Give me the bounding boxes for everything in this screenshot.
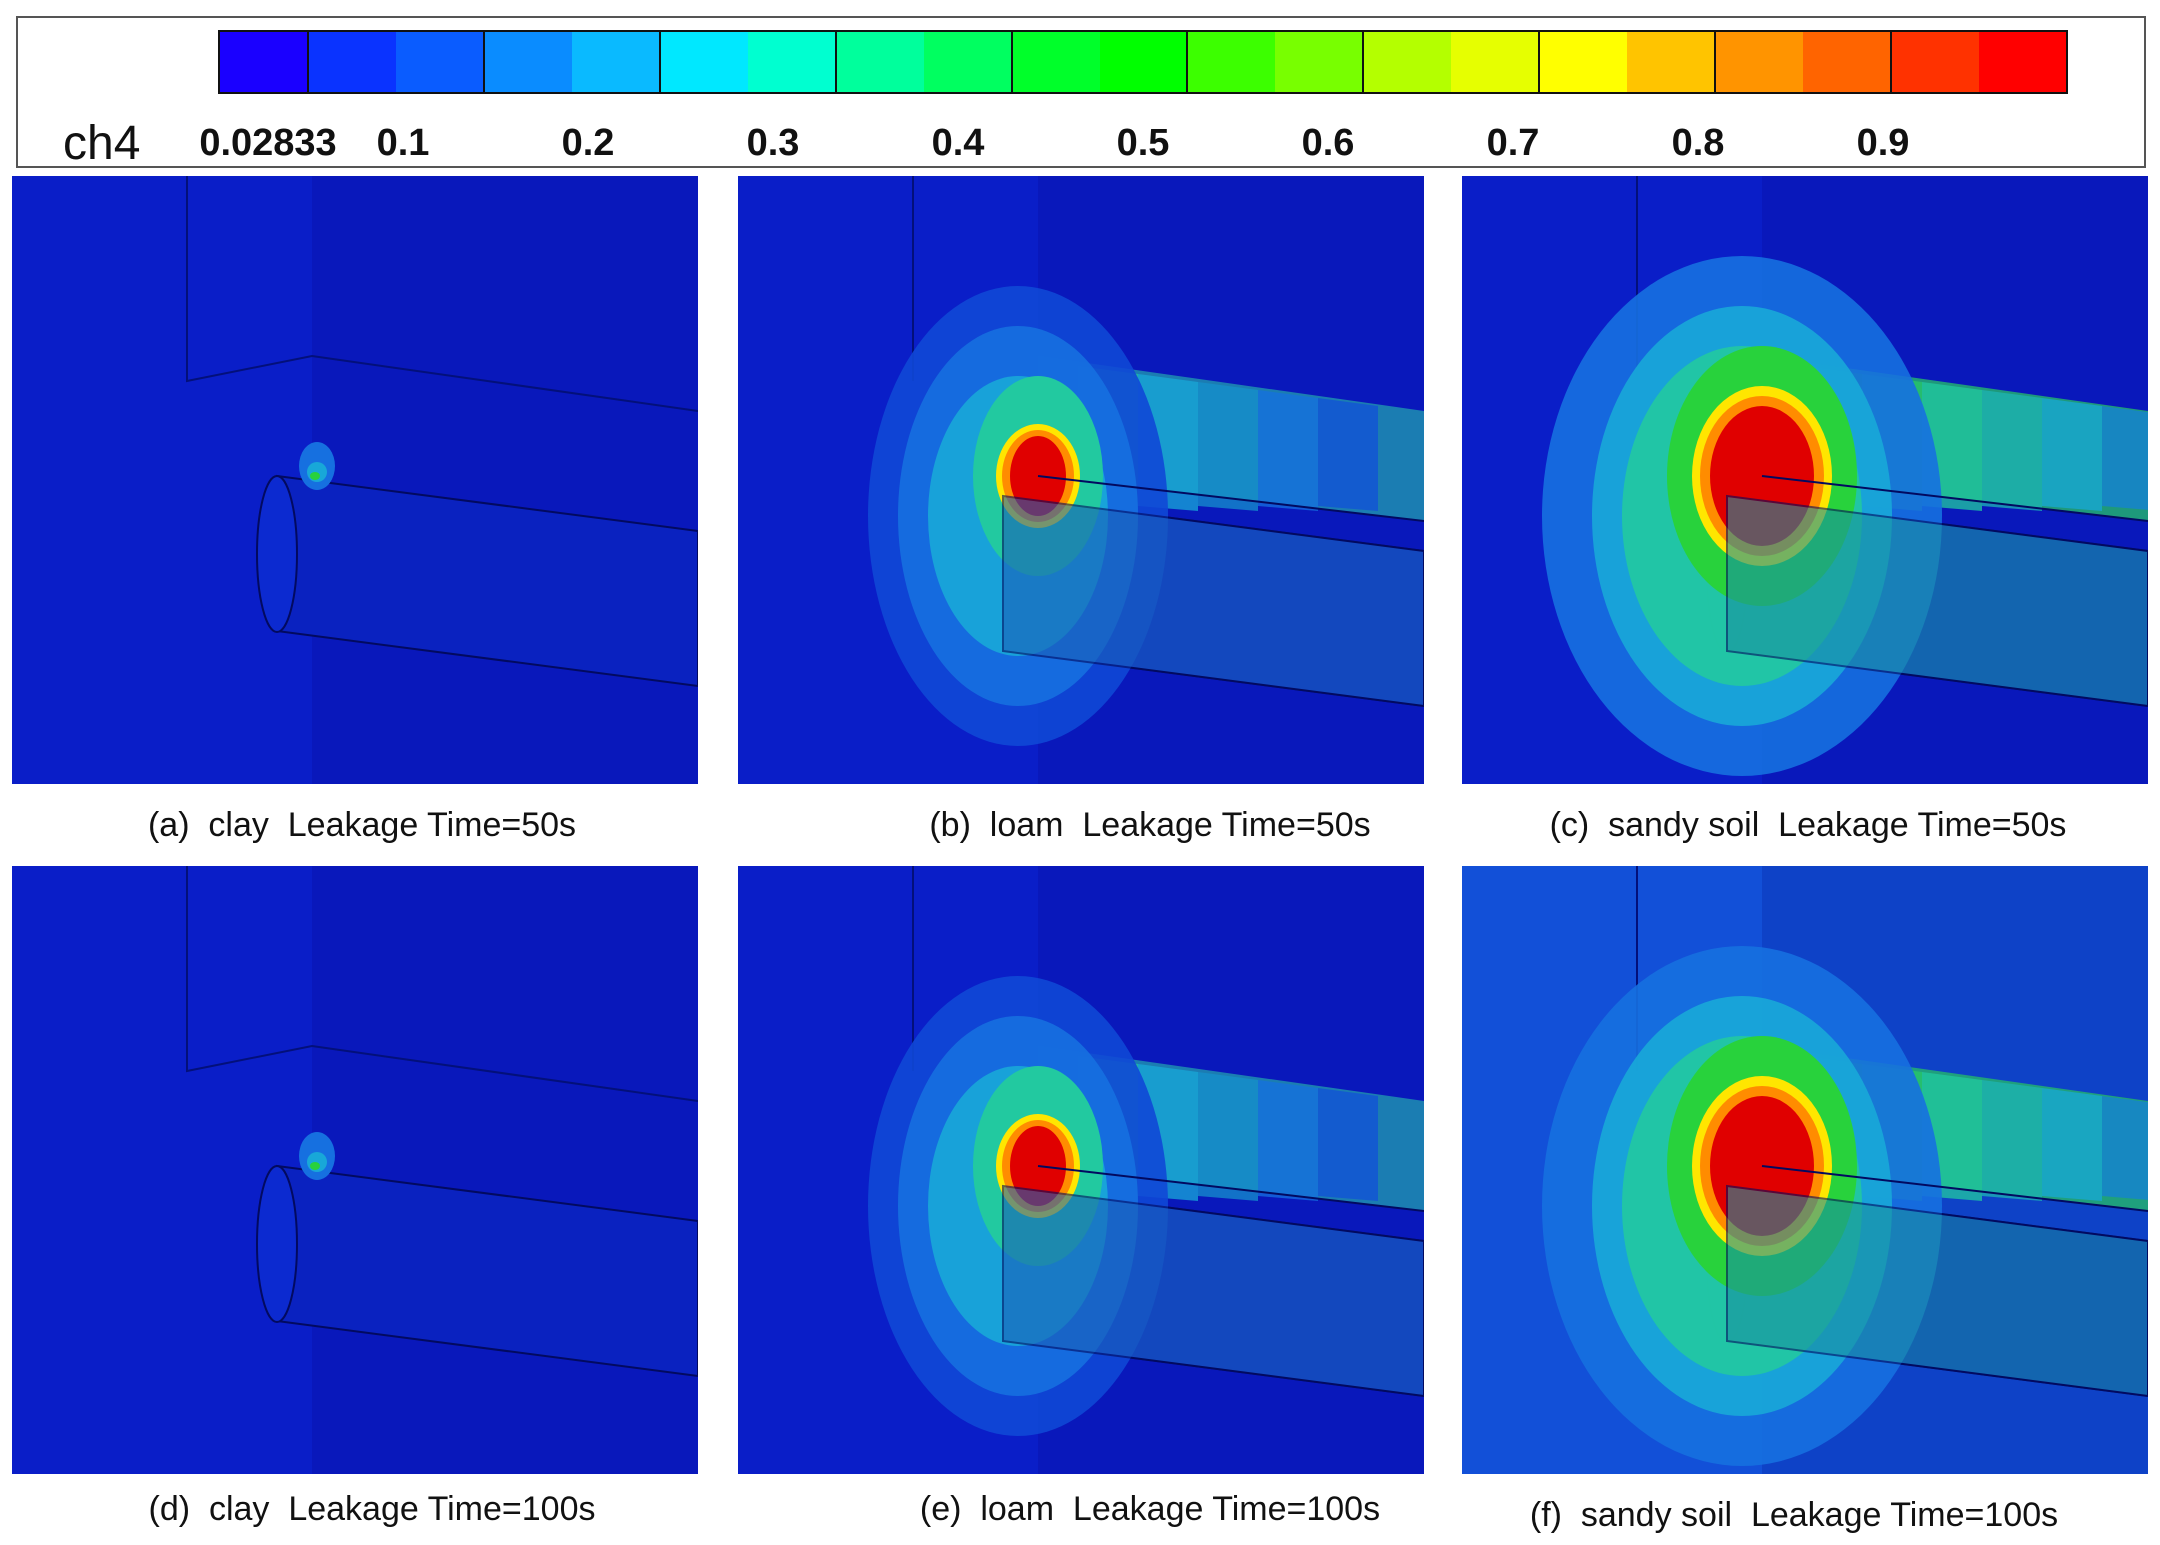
pipe-end [256,475,298,633]
contour-scene [1462,866,2148,1474]
contour-panel-c [1462,176,2148,784]
colorbar-tick-label: 0.5 [1116,122,1170,164]
pipe-top-edge [1037,1165,1424,1212]
contour-band [1258,390,1318,511]
contour-band [2042,1088,2102,1201]
colorbar-band [1979,32,2066,92]
colorbar-legend: ch4 0.02833 0.1 0.2 0.3 0.4 0.5 0.6 0.7 0.8 0.9 [16,16,2146,170]
colorbar-band [395,32,483,92]
plume-core [310,1162,320,1170]
colorbar-band [923,32,1011,92]
colorbar-band [658,32,748,92]
colorbar-tick-label: 0.9 [1856,122,1910,164]
colorbar-tick-label: 0.8 [1671,122,1725,164]
pipe-end [256,1165,298,1323]
colorbar-band [1099,32,1187,92]
legend-variable-label: ch4 [63,117,141,170]
pipe-top-edge [1761,475,2148,522]
colorbar-band [1010,32,1100,92]
caption-b: (b) loam Leakage Time=50s [929,806,1371,844]
colorbar-band [571,32,659,92]
colorbar-band [1451,32,1539,92]
colorbar-band [1275,32,1363,92]
contour-band [1318,1088,1378,1201]
contour-band [1982,1080,2042,1201]
colorbar-band [1714,32,1804,92]
colorbar-band [747,32,835,92]
contour-band [1318,398,1378,511]
caption-c: (c) sandy soil Leakage Time=50s [1549,806,2067,844]
contour-panel-d [12,866,698,1474]
domain-wall [312,176,698,784]
contour-band [1198,1072,1258,1201]
contour-band [2102,1096,2148,1200]
caption-e: (e) loam Leakage Time=100s [919,1490,1381,1528]
contour-panel-a [12,176,698,784]
colorbar-tick-label: 0.4 [931,122,985,164]
contour-panel-e [738,866,1424,1474]
colorbar-tick-label: 0.6 [1301,122,1355,164]
contour-band [2102,406,2148,510]
colorbar-band [1627,32,1715,92]
colorbar-band [1890,32,1980,92]
contour-band [1258,1080,1318,1201]
pipe-body-shaded [1002,494,1424,708]
contour-panel-b [738,176,1424,784]
colorbar-band [306,32,396,92]
pipe-body-shaded [1726,494,2148,708]
colorbar-band [834,32,924,92]
caption-a: (a) clay Leakage Time=50s [147,806,577,844]
colorbar-tick-label: 0.1 [376,122,430,164]
trench-outline [186,176,698,412]
plume-core [310,472,320,480]
contour-scene [12,176,698,784]
contour-band [1982,390,2042,511]
colorbar [218,30,2068,94]
colorbar-band [1538,32,1628,92]
colorbar-band [1362,32,1452,92]
colorbar-band [482,32,572,92]
contour-band [1198,382,1258,511]
colorbar-band [1186,32,1276,92]
colorbar-tick-label: 0.02833 [199,122,337,164]
contour-scene [738,176,1424,784]
pipe-top-edge [1761,1165,2148,1212]
contour-scene [1462,176,2148,784]
pipe-top-edge [1037,475,1424,522]
colorbar-band [220,32,307,92]
trench-outline [186,866,698,1102]
contour-scene [738,866,1424,1474]
pipe-body-shaded [1002,1184,1424,1398]
colorbar-tick-label: 0.2 [561,122,615,164]
caption-f: (f) sandy soil Leakage Time=100s [1529,1496,2059,1534]
pipe-body-shaded [1726,1184,2148,1398]
contour-scene [12,866,698,1474]
domain-wall [312,866,698,1474]
colorbar-band [1803,32,1891,92]
contour-panel-f [1462,866,2148,1474]
contour-band [2042,398,2102,511]
colorbar-tick-label: 0.3 [746,122,800,164]
colorbar-tick-label: 0.7 [1486,122,1540,164]
caption-d: (d) clay Leakage Time=100s [148,1490,596,1528]
